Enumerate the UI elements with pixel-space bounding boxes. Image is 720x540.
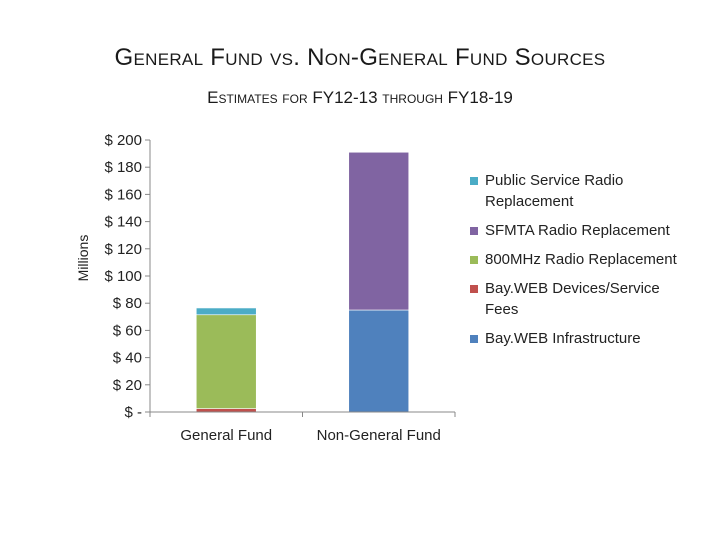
y-tick-label: $ 180 (104, 159, 142, 176)
legend-swatch (470, 335, 478, 343)
y-tick-label: $ 160 (104, 186, 142, 203)
bar-segment (195, 314, 257, 409)
y-tick-label: $ 200 (104, 132, 142, 149)
legend-label: Bay.WEB Infrastructure (485, 330, 641, 347)
y-tick-label: $ - (124, 404, 142, 421)
bar-segment (348, 151, 410, 311)
bar-segment (348, 309, 410, 413)
chart-title: General Fund vs. Non-General Fund Source… (114, 44, 606, 71)
legend-entry: Bay.WEB Infrastructure (470, 328, 690, 349)
y-tick-label: $ 80 (113, 295, 142, 312)
y-tick-label: $ 100 (104, 268, 142, 285)
legend-label: Public Service Radio Replacement (485, 172, 624, 210)
x-tick-label: General Fund (180, 427, 272, 444)
legend: Public Service Radio Replacement SFMTA Ra… (470, 170, 690, 357)
legend-label: 800MHz Radio Replacement (485, 251, 677, 268)
y-tick-label: $ 120 (104, 241, 142, 258)
legend-swatch (470, 177, 478, 185)
legend-swatch (470, 285, 478, 293)
legend-label: SFMTA Radio Replacement (485, 222, 670, 239)
legend-entry: Bay.WEB Devices/Service Fees (470, 278, 690, 320)
legend-label: Bay.WEB Devices/Service Fees (485, 280, 660, 318)
x-axis: General Fund Non-General Fund (149, 411, 456, 444)
y-tick-label: $ 20 (113, 377, 142, 394)
bar-segment (195, 408, 257, 413)
x-tick-label: Non-General Fund (317, 427, 441, 444)
y-axis-label: Millions (75, 235, 91, 282)
legend-swatch (470, 227, 478, 235)
legend-entry: SFMTA Radio Replacement (470, 220, 690, 241)
legend-entry: Public Service Radio Replacement (470, 170, 690, 212)
legend-swatch (470, 256, 478, 264)
legend-entry: 800MHz Radio Replacement (470, 249, 690, 270)
y-tick-label: $ 140 (104, 214, 142, 231)
y-tick-label: $ 60 (113, 322, 142, 339)
y-axis: $ - $ 20 $ 40 $ 60 $ 80 $ 100 $ 120 $ 140 $ 160 $… (75, 132, 151, 421)
bars (195, 151, 410, 413)
chart-subtitle: Estimates for FY12-13 through FY18-19 (207, 88, 513, 107)
y-tick-label: $ 40 (113, 350, 142, 367)
bar-segment (195, 307, 257, 316)
